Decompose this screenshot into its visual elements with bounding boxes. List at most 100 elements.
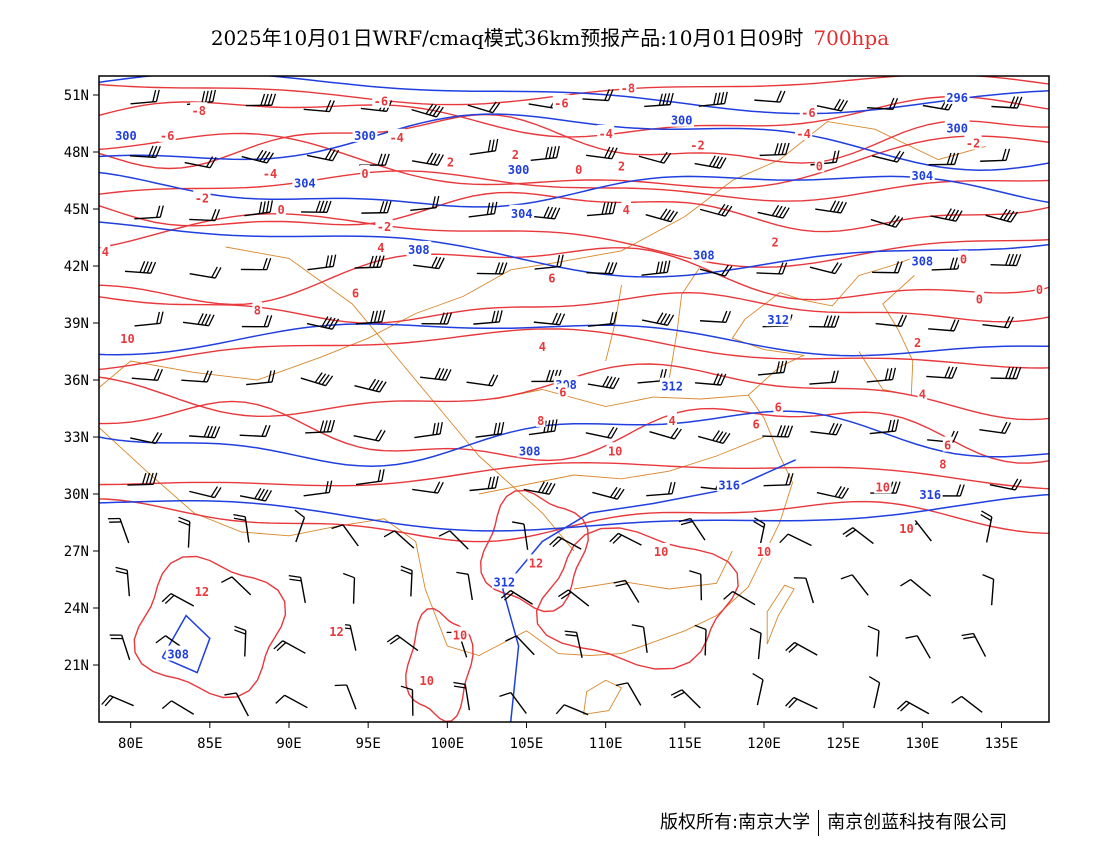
wind-barb-feather	[1005, 253, 1011, 266]
height-label-bg	[917, 486, 943, 501]
wind-barb-feather	[178, 520, 190, 526]
wind-barb-feather	[724, 91, 728, 104]
lon-label: 120E	[747, 736, 781, 752]
wind-barb-staff	[876, 630, 880, 657]
wind-barb-feather	[263, 93, 269, 106]
wind-barb-feather	[785, 142, 790, 155]
lat-label: 36N	[64, 373, 89, 389]
wind-barb-feather	[438, 368, 445, 380]
wind-barb-feather	[425, 103, 434, 115]
temperature-label: -2	[195, 192, 209, 206]
wind-barb-feather	[779, 533, 789, 544]
height-label-bg	[669, 111, 695, 127]
wind-barb-staff	[699, 268, 726, 277]
lat-label: 30N	[64, 487, 89, 503]
wind-barb-staff	[815, 104, 842, 112]
wind-barb-feather	[545, 146, 550, 159]
wind-barb-feather	[674, 428, 682, 440]
wind-barb-feather	[892, 367, 896, 380]
wind-barb-staff	[689, 518, 706, 541]
wind-barb-feather	[680, 520, 693, 526]
wind-barb-feather	[558, 589, 569, 598]
height-isoline	[99, 221, 1049, 278]
wind-barb-feather	[953, 152, 959, 165]
wind-barb-feather	[495, 310, 500, 323]
wind-barb-staff	[419, 376, 446, 381]
wind-barb-feather	[149, 472, 154, 485]
wind-barb-feather	[891, 481, 898, 494]
wind-barb-staff	[171, 700, 195, 715]
temperature-label: 0	[816, 159, 823, 173]
wind-barb-feather	[655, 261, 660, 274]
temperature-label: 10	[899, 522, 913, 536]
lon-label: 80E	[118, 736, 143, 752]
wind-barb-feather	[261, 424, 267, 437]
temperature-label-bg	[917, 385, 928, 401]
wind-barb-feather	[383, 201, 388, 213]
wind-barb-feather	[386, 200, 392, 213]
wind-barb-feather	[155, 432, 163, 444]
wind-barb-feather	[607, 147, 615, 159]
wind-barb-feather	[115, 566, 128, 571]
lon-label: 115E	[668, 736, 702, 752]
wind-barb-feather	[840, 574, 853, 580]
wind-barb-feather	[671, 481, 676, 494]
wind-barb-feather	[328, 100, 335, 112]
wind-barb-feather	[895, 217, 904, 228]
wind-barb-feather	[601, 202, 606, 215]
wind-barb-feather	[887, 419, 892, 432]
wind-barb-feather	[161, 700, 172, 710]
wind-barb-feather	[153, 368, 160, 381]
wind-barb-staff	[510, 692, 527, 714]
temperature-label-bg	[451, 626, 469, 642]
temperature-label-bg	[597, 125, 615, 140]
wind-barb-feather	[429, 153, 437, 165]
contour-labels: 296 300 300 300 300 300 304 304 304 308 308 308 308 3…	[100, 79, 1045, 688]
wind-barb-feather	[610, 427, 618, 439]
wind-barb-feather	[267, 370, 272, 383]
wind-barb-feather	[373, 310, 378, 323]
wind-barb-staff	[127, 483, 154, 486]
wind-barb-staff	[698, 102, 725, 107]
wind-barb-feather	[546, 206, 554, 219]
lat-label: 24N	[64, 601, 89, 617]
wind-barb-feather	[776, 90, 782, 103]
wind-barbs	[101, 88, 1023, 717]
wind-barb-feather	[431, 196, 436, 209]
wind-barb-feather	[845, 529, 857, 538]
border-line	[573, 550, 733, 590]
wind-barb-staff	[586, 271, 613, 275]
wind-barb-feather	[206, 156, 214, 168]
wind-barb-feather	[900, 579, 911, 587]
wind-barb-staff	[467, 104, 493, 114]
wind-barb-feather	[611, 262, 618, 274]
wind-barb-feather	[838, 486, 846, 498]
temperature-label-bg	[327, 622, 346, 638]
wind-barb-feather	[659, 261, 664, 274]
wind-barb-feather	[552, 146, 557, 159]
wind-barb-staff	[124, 270, 151, 274]
wind-barb-staff	[928, 328, 955, 332]
wind-barb-staff	[762, 435, 789, 438]
temperature-contours	[99, 76, 1049, 722]
wind-barb-feather	[980, 513, 992, 522]
wind-barb-feather	[155, 635, 166, 644]
wind-barb-feather	[982, 573, 994, 580]
lon-label: 110E	[589, 736, 623, 752]
temperature-label: 10	[654, 545, 668, 559]
chart-title: 2025年10月01日WRF/cmaq模式36km预报产品:10月01日09时 7…	[0, 22, 1100, 51]
temperature-label-bg	[193, 582, 211, 598]
wind-barb-feather	[439, 312, 445, 325]
wind-barb-feather	[159, 205, 164, 218]
height-isoline	[99, 113, 1049, 171]
wind-barb-staff	[757, 211, 784, 219]
wind-barb-feather	[616, 488, 625, 500]
wind-barb-staff	[982, 323, 1009, 329]
temperature-label: 0	[960, 252, 967, 266]
wind-barb-feather	[670, 689, 683, 696]
lon-label: 105E	[510, 736, 544, 752]
wind-barb-feather	[269, 200, 273, 213]
wind-barb-feather	[203, 425, 210, 438]
wind-barb-staff	[394, 530, 415, 549]
temperature-label: 8	[939, 458, 946, 472]
